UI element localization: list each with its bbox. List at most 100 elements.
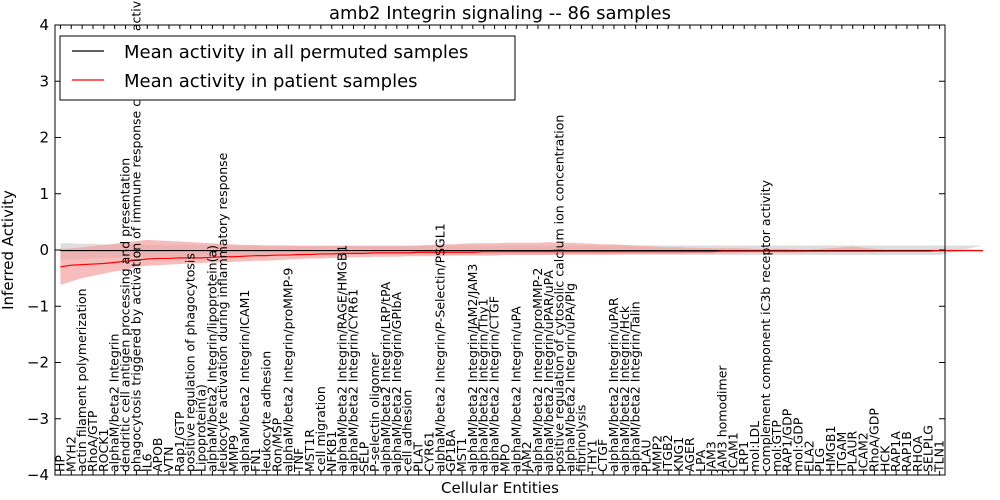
x-tick-label: TLN1 (932, 440, 947, 473)
y-tick-label: 2 (39, 129, 49, 147)
x-tick-label: MYH2 (63, 436, 78, 472)
x-tick-label: SELP (356, 441, 371, 472)
x-tick-label: alphaM/beta2 Integrin/ICAM1 (237, 290, 252, 472)
x-tick-label: fibrinolysis (573, 405, 588, 472)
x-tick-label: alphaM/beta2 Integrin/proMMP-2 (530, 268, 545, 472)
x-tick-label: GP1BA (443, 429, 458, 472)
x-tick-label: TNF (291, 448, 306, 473)
x-tick-label: AGER (682, 437, 697, 472)
y-tick-label: −3 (27, 410, 49, 428)
x-tick-label: complement component iC3b receptor activ… (758, 179, 773, 472)
x-tick-label: APOB (150, 437, 165, 472)
x-tick-label: THY1 (584, 439, 599, 473)
y-tick-label: 0 (39, 241, 49, 259)
x-tick-label: Ron/MSP (270, 417, 285, 472)
x-tick-label: FN1 (248, 448, 263, 473)
x-tick-label: mol:GDP (790, 417, 805, 472)
x-tick-label: P-selectin oligomer (367, 352, 382, 472)
x-tick-label: RhoA/GTP (85, 410, 100, 472)
x-tick-label: alphaM/beta2 Integrin/Hck (617, 305, 632, 472)
x-tick-label: ITGAM (834, 432, 849, 472)
x-tick-label: alphaM/beta2 Integrin/uPA (508, 306, 523, 472)
legend-box (59, 35, 516, 101)
x-tick-label: alphaM/beta2 Integrin/proMMP-9 (280, 268, 295, 472)
x-tick-label: NFKB1 (324, 431, 339, 472)
x-tick-label: mol:LDL (747, 421, 762, 472)
x-tick-label: actin filament polymerization (74, 288, 89, 472)
confidence-bands (60, 239, 983, 285)
x-tick-label: KNG1 (671, 437, 686, 472)
x-tick-label: alphaM/beta2 Integrin (107, 334, 122, 472)
x-tick-label: MST1R (302, 429, 317, 472)
x-tick-label: dendritic cell antigen processing and pr… (118, 158, 133, 472)
x-tick-label: positive regulation of cytosolic calcium… (552, 115, 567, 472)
x-tick-label: HP (52, 455, 67, 472)
x-tick-label: positive regulation of phagocytosis (183, 253, 198, 472)
x-tick-label: cell migration (313, 386, 328, 472)
x-tick-label: alphaM/beta2 Integrin/lipoprotein(a) (204, 245, 219, 472)
x-tick-label: alphaM/beta2 Integrin/Talin (628, 301, 643, 472)
x-tick-label: MMP9 (226, 435, 241, 472)
x-tick-label: ICAM2 (856, 432, 871, 472)
x-tick-label: RhoA/GDP (866, 408, 881, 472)
x-tick-label: phagocytosis triggered by activation of … (128, 0, 143, 472)
x-tick-label: PLG (812, 448, 827, 472)
x-tick-label: HCK (877, 445, 892, 472)
x-tick-label: HMGB1 (823, 426, 838, 472)
y-tick-label: 4 (39, 16, 49, 34)
x-tick-label: MMP2 (649, 435, 664, 472)
y-tick-label: 1 (39, 185, 49, 203)
y-tick-label: −4 (27, 466, 49, 484)
x-tick-label: MST1 (454, 438, 469, 472)
x-tick-label: alphaM/beta2 Integrin/CYR61 (345, 289, 360, 472)
x-tick-label: alphaM/beta2 Integrin/RAGE/HMGB1 (335, 245, 350, 472)
chart-title: amb2 Integrin signaling -- 86 samples (329, 3, 671, 24)
x-tick-label: leukocyte adhesion (259, 351, 274, 472)
x-tick-label: JAM3 homodimer (715, 365, 730, 473)
x-tick-label: leukocyte activation during inflammatory… (215, 152, 230, 472)
x-tick-label: CTGF (595, 439, 610, 472)
x-axis-label: Cellular Entities (441, 479, 559, 497)
legend-label-permuted: Mean activity in all permuted samples (124, 42, 468, 63)
x-tick-label: CYR61 (421, 431, 436, 472)
x-tick-label: alphaM/beta2 Integrin/uPA/Plg (563, 283, 578, 472)
x-tick-label: LPA (693, 449, 708, 472)
x-tick-label: PLAT (411, 442, 426, 472)
legend: Mean activity in all permuted samples Me… (59, 35, 516, 101)
x-tick-label: SELPLG (921, 425, 936, 472)
x-tick-label: alphaM/beta2 Integrin/uPAR (606, 297, 621, 472)
y-tick-label: 3 (39, 72, 49, 90)
x-tick-label: PLAU (639, 440, 654, 473)
x-tick-label: LRP1 (736, 441, 751, 472)
x-tick-label: alphaM/beta2 Integrin/CTGF (487, 296, 502, 472)
x-tick-label: MPO (497, 444, 512, 472)
y-tick-label: −2 (27, 354, 49, 372)
x-tick-label: ICAM1 (725, 432, 740, 472)
x-tick-label: Rap1/GTP (172, 411, 187, 472)
x-tick-label: alphaM/beta2 Integrin/GPIbA (389, 292, 404, 472)
x-tick-label: mol:GTP (769, 420, 784, 472)
x-tick-label: alphaM/beta2 Integrin/LRP/tPA (378, 281, 393, 472)
x-tick-label: ELA2 (801, 440, 816, 472)
x-tick-label: alphaM/beta2 Integrin/JAM2/JAM3 (465, 264, 480, 472)
x-tick-label: IL6 (139, 453, 154, 472)
x-tick-label: alphaM/beta2 Integrin/uPAR/uPA (541, 270, 556, 472)
x-tick-label: RAP1B (899, 431, 914, 472)
series-lines (60, 249, 983, 268)
x-tick-label: VTN (161, 446, 176, 472)
y-tick-label: −1 (27, 297, 49, 315)
line-patient (60, 249, 983, 268)
x-tick-label: ITGB2 (660, 434, 675, 472)
x-tick-label: RAP1A (888, 431, 903, 472)
x-tick-label: alphaM/beta2 Integrin/P-Selectin/PSGL1 (432, 223, 447, 472)
x-tick-label: cell adhesion (400, 390, 415, 472)
legend-label-patient: Mean activity in patient samples (124, 71, 418, 92)
x-tick-label: JAM3 (704, 441, 719, 473)
y-axis-label: Inferred Activity (0, 190, 17, 310)
x-tick-label: Lipoprotein(a) (194, 384, 209, 472)
x-tick-label: ROCK1 (96, 429, 111, 472)
x-tick-label: RAP1/GDP (780, 408, 795, 472)
x-tick-label: PLAUR (845, 431, 860, 472)
